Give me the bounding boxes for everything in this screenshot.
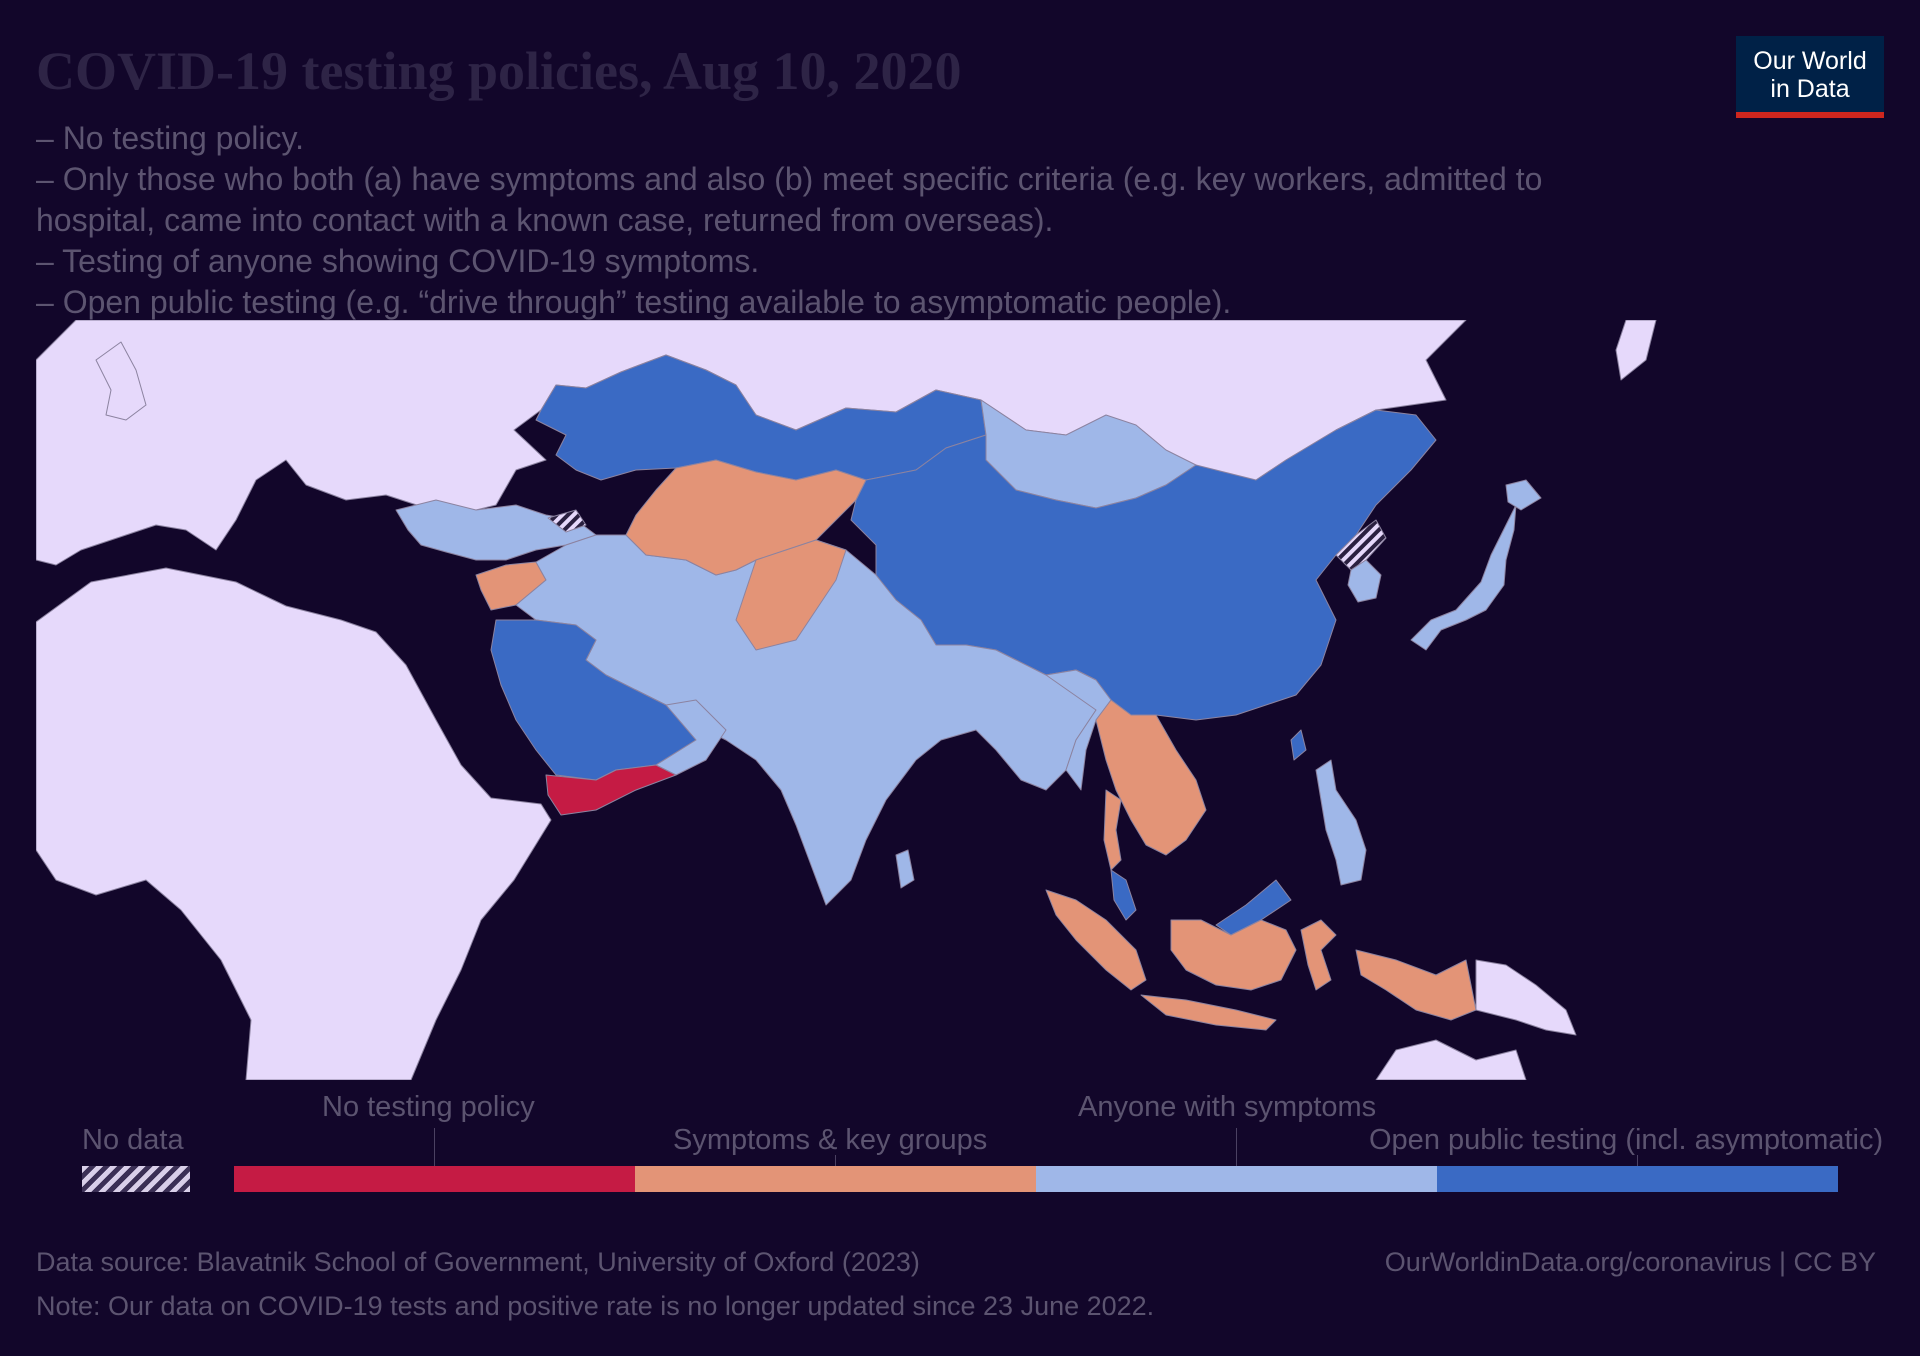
map-region-java[interactable] [1140, 994, 1277, 1031]
legend-no-data-swatch[interactable] [82, 1166, 190, 1192]
source-url-link[interactable]: OurWorldinData.org/coronavirus | CC BY [1384, 1247, 1876, 1277]
subtitle-line: hospital, came into contact with a known… [36, 202, 1054, 238]
map-region-australia-edge[interactable] [1375, 1039, 1527, 1080]
map-region-taiwan[interactable] [1290, 729, 1307, 761]
legend-label-no-testing: No testing policy [322, 1091, 535, 1123]
subtitle-line: – Open public testing (e.g. “drive throu… [36, 284, 1232, 320]
legend-no-data-label: No data [82, 1124, 184, 1156]
map-region-oman[interactable] [655, 699, 727, 776]
chart-title: COVID-19 testing policies, Aug 10, 2020 [36, 41, 962, 101]
map-region-papua-indonesia[interactable] [1355, 949, 1477, 1021]
legend-tick [1637, 1155, 1638, 1166]
data-source: Data source: Blavatnik School of Governm… [36, 1247, 920, 1277]
world-map[interactable] [36, 320, 1686, 1080]
map-region-thai-peninsula[interactable] [1103, 789, 1122, 871]
logo-accent-bar [1736, 112, 1884, 118]
footer-note: Note: Our data on COVID-19 tests and pos… [36, 1291, 1155, 1321]
legend-tick [835, 1155, 836, 1166]
map-region-kalimantan[interactable] [1170, 919, 1297, 991]
map-region-sumatra[interactable] [1045, 889, 1147, 991]
subtitle-line: – Only those who both (a) have symptoms … [36, 161, 1543, 197]
map-region-uk[interactable] [95, 341, 147, 421]
footer: Data source: Blavatnik School of Governm… [36, 1240, 1154, 1328]
map-region-papua-new-guinea[interactable] [1475, 959, 1577, 1036]
legend-tick [1236, 1128, 1237, 1166]
subtitle-line: – No testing policy. [36, 120, 304, 156]
map-region-yemen[interactable] [545, 764, 677, 816]
map-region-sulawesi[interactable] [1300, 919, 1337, 991]
map-region-south-korea[interactable] [1347, 559, 1382, 603]
chart-subtitle: – No testing policy. – Only those who bo… [36, 118, 1676, 323]
map-region-afghanistan[interactable] [735, 539, 847, 651]
legend-swatch-anyone-with-symptoms[interactable] [1036, 1166, 1437, 1192]
map-region-greenland-edge[interactable] [1615, 320, 1657, 381]
legend-swatch-symptoms-key-groups[interactable] [635, 1166, 1036, 1192]
logo-line-1: Our World [1753, 47, 1867, 75]
map-region-indochina[interactable] [1095, 699, 1207, 856]
legend-label-anyone-with-symptoms: Anyone with symptoms [1078, 1091, 1377, 1123]
legend-swatch-no-testing[interactable] [234, 1166, 635, 1192]
map-region-malaysia[interactable] [1110, 869, 1137, 921]
map-region-hokkaido[interactable] [1505, 479, 1542, 511]
legend-swatch-open-public[interactable] [1437, 1166, 1838, 1192]
owid-logo[interactable]: Our World in Data [1736, 36, 1884, 118]
subtitle-line: – Testing of anyone showing COVID-19 sym… [36, 243, 760, 279]
legend-label-symptoms-key-groups: Symptoms & key groups [673, 1124, 988, 1156]
map-region-caucasus-no-data[interactable] [547, 509, 587, 533]
legend-tick [434, 1128, 435, 1166]
map-region-myanmar[interactable] [1045, 669, 1112, 791]
map-region-africa[interactable] [36, 567, 552, 1080]
map-region-philippines[interactable] [1315, 759, 1367, 886]
logo-line-2: in Data [1770, 75, 1850, 103]
map-region-sri-lanka[interactable] [895, 849, 915, 889]
legend-label-open-public: Open public testing (incl. asymptomatic) [1369, 1124, 1884, 1156]
map-region-japan[interactable] [1410, 504, 1517, 651]
